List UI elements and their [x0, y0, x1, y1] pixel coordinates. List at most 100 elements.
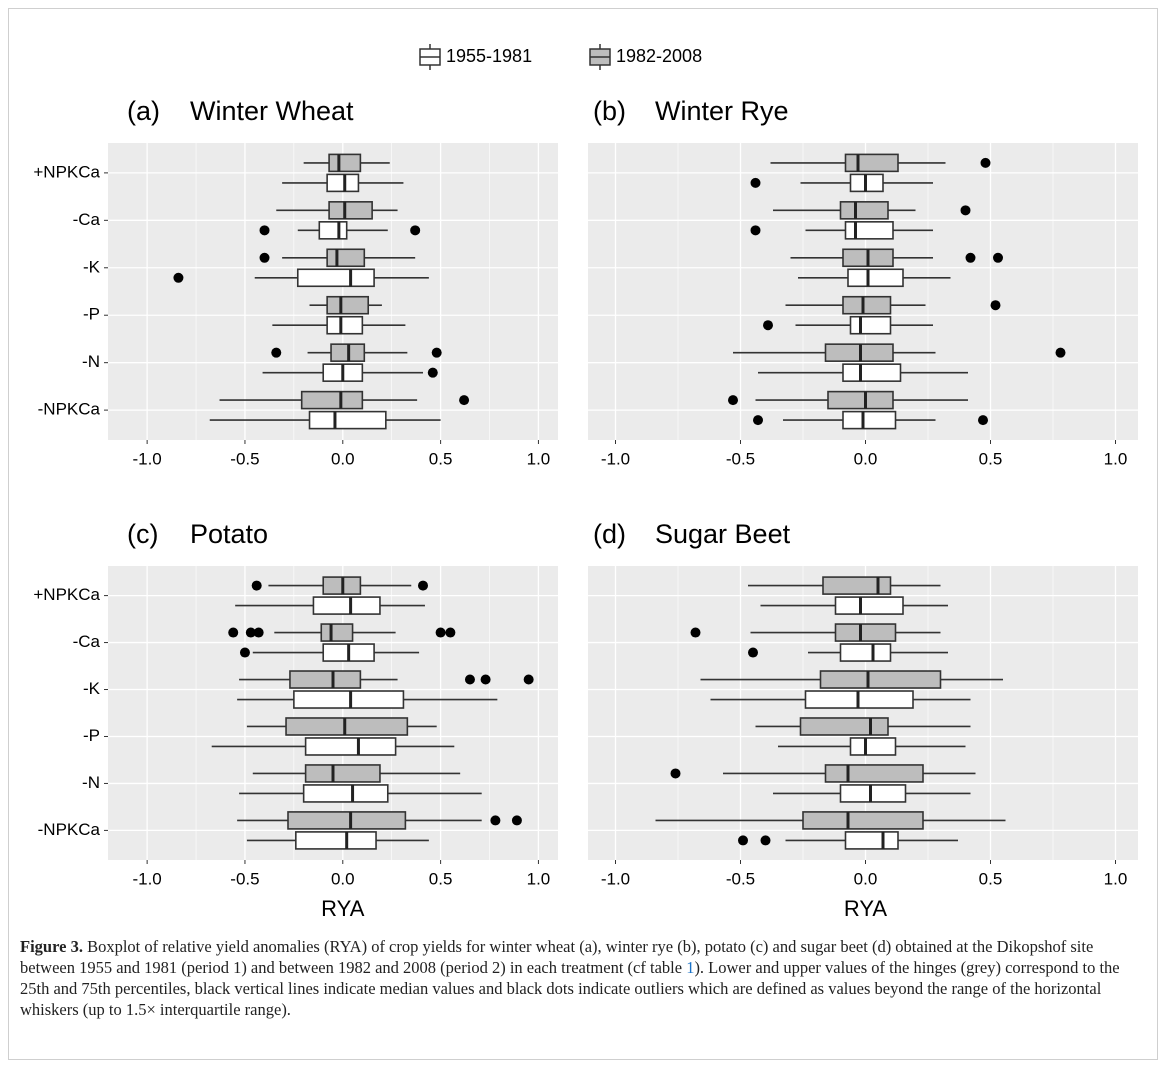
- caption-text: Boxplot of relative yield anomalies (RYA…: [20, 937, 1094, 977]
- outlier: [418, 580, 428, 591]
- box: [312, 596, 381, 615]
- panel-background: [108, 566, 558, 860]
- y-tick-label: -K: [83, 257, 101, 276]
- outlier: [431, 347, 442, 358]
- box: [293, 690, 405, 709]
- x-tick-label: 0.5: [429, 449, 453, 468]
- x-tick-label: 0.5: [429, 869, 453, 888]
- outlier: [490, 815, 501, 826]
- outlier: [228, 627, 239, 638]
- x-tick-label: -0.5: [230, 869, 259, 888]
- outlier: [459, 395, 470, 406]
- caption-rest: ). Lower and upper values of the hinges …: [20, 958, 1120, 1019]
- x-tick-label: -1.0: [601, 449, 630, 468]
- box: [300, 390, 364, 410]
- box: [819, 670, 942, 689]
- outlier: [173, 272, 184, 283]
- box: [842, 295, 892, 315]
- box: [844, 831, 899, 850]
- box: [842, 410, 897, 430]
- x-tick-label: -0.5: [726, 449, 755, 468]
- outlier: [763, 320, 773, 331]
- box: [320, 623, 354, 642]
- panel-label: (a): [127, 96, 160, 126]
- box: [849, 737, 897, 756]
- x-axis-title: RYA: [321, 896, 365, 921]
- box: [285, 717, 409, 736]
- panel-title: Potato: [190, 519, 268, 549]
- x-tick-label: 0.0: [854, 449, 878, 468]
- outlier: [965, 252, 976, 263]
- x-tick-label: 1.0: [527, 449, 551, 468]
- box: [302, 784, 389, 803]
- x-tick-label: 1.0: [1104, 869, 1128, 888]
- outlier: [670, 768, 681, 779]
- box: [318, 221, 348, 240]
- x-tick-label: 0.5: [979, 869, 1003, 888]
- outlier: [523, 674, 534, 685]
- caption-label: Figure 3.: [20, 937, 83, 956]
- box: [296, 268, 375, 288]
- outlier: [427, 367, 438, 378]
- outlier: [251, 580, 262, 591]
- panel-title: Winter Rye: [655, 96, 789, 126]
- box: [328, 153, 362, 173]
- y-tick-label: -P: [83, 305, 100, 324]
- box: [844, 221, 894, 240]
- y-tick-label: +NPKCa: [33, 162, 100, 181]
- y-tick-label: -N: [82, 773, 100, 792]
- figure: 1955-1981 1982-2008 -1.0 -0.5 0.0 0.5 1.0 +NPKC…: [33, 44, 1138, 921]
- box: [287, 811, 407, 830]
- y-tick-label: -P: [83, 726, 100, 745]
- box: [834, 596, 904, 615]
- outlier: [978, 415, 988, 426]
- panel-title: Winter Wheat: [190, 96, 354, 126]
- x-tick-label: 1.0: [1104, 449, 1128, 468]
- outlier: [993, 252, 1003, 263]
- outlier: [445, 627, 456, 638]
- y-tick-label: -Ca: [73, 632, 101, 651]
- y-tick-label: -N: [82, 352, 100, 371]
- outlier: [960, 205, 971, 216]
- caption-link[interactable]: 1: [686, 958, 695, 977]
- box: [295, 831, 377, 850]
- box: [839, 643, 892, 662]
- x-tick-label: -1.0: [132, 449, 161, 468]
- box: [842, 363, 902, 382]
- panel-background: [108, 143, 558, 440]
- box: [844, 153, 899, 173]
- panel-background: [588, 566, 1138, 860]
- y-tick-label: -K: [83, 679, 101, 698]
- outlier: [1055, 347, 1066, 358]
- box: [799, 717, 889, 736]
- outlier: [750, 177, 761, 188]
- panel-label: (b): [593, 96, 626, 126]
- x-tick-label: 0.0: [854, 869, 878, 888]
- box: [822, 576, 892, 595]
- outlier: [271, 347, 282, 358]
- box: [289, 670, 362, 689]
- outlier: [980, 157, 991, 168]
- x-tick-label: 0.0: [331, 449, 355, 468]
- box: [802, 811, 924, 830]
- outlier: [760, 835, 771, 846]
- box: [839, 201, 889, 220]
- outlier: [728, 395, 738, 406]
- outlier: [738, 835, 748, 846]
- x-tick-label: 1.0: [527, 869, 551, 888]
- outlier: [410, 225, 421, 236]
- box: [308, 410, 387, 430]
- box: [827, 390, 894, 410]
- legend-label: 1982-2008: [616, 46, 702, 66]
- box: [834, 623, 897, 642]
- box: [326, 295, 370, 315]
- box: [839, 784, 907, 803]
- box: [326, 315, 364, 335]
- outlier: [753, 415, 763, 426]
- caption: Figure 3. Boxplot of relative yield anom…: [20, 936, 1150, 1020]
- outlier: [750, 225, 761, 236]
- figure-frame: [8, 8, 1158, 1060]
- outlier: [990, 300, 1001, 311]
- outlier: [464, 674, 475, 685]
